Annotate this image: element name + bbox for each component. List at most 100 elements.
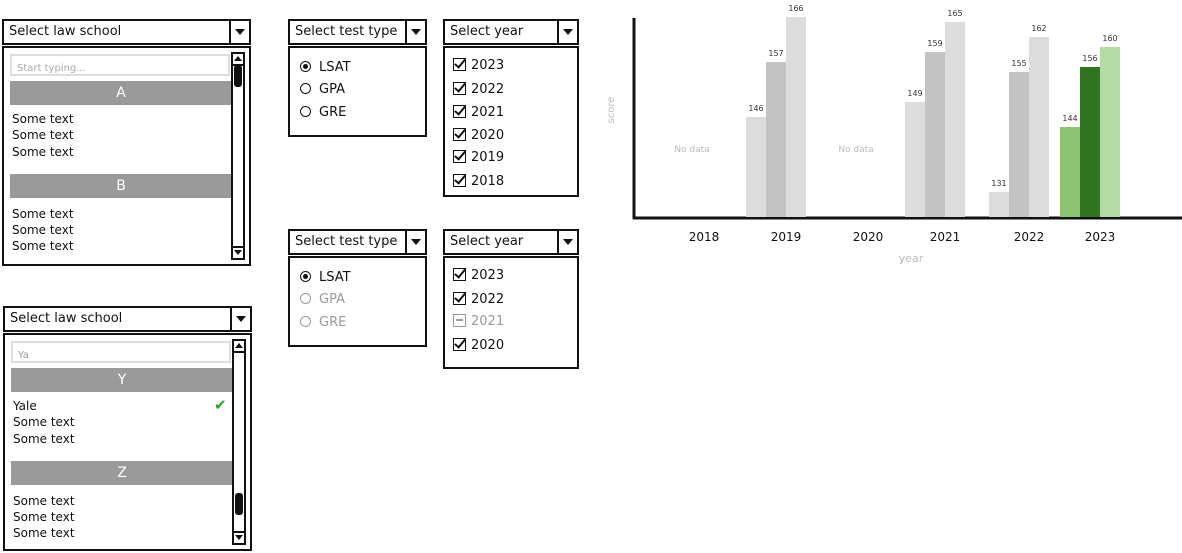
checkbox-label: 2023 <box>471 268 505 283</box>
test-type-dropdown-top[interactable]: Select test type <box>288 19 427 45</box>
test-type-dropdown-label: Select test type <box>295 234 398 249</box>
chevron-down-icon[interactable] <box>405 231 425 253</box>
test-type-dropdown-bottom[interactable]: Select test type <box>288 229 427 255</box>
checkbox-2022[interactable]: 2022 <box>453 82 504 97</box>
list-item-yale[interactable]: Yale <box>13 399 37 413</box>
radio-lsat[interactable]: LSAT <box>300 270 351 285</box>
radio-selected-icon[interactable] <box>300 61 311 72</box>
bar-value-label: 155 <box>1011 59 1026 68</box>
chart-bar <box>945 22 965 217</box>
group-header-a: A <box>10 81 232 105</box>
radio-gre-disabled: GRE <box>300 315 346 330</box>
chevron-down-icon[interactable] <box>557 231 577 253</box>
checkbox-2019[interactable]: 2019 <box>453 150 504 165</box>
law-school-dropdown-top[interactable]: Select law school <box>2 19 251 45</box>
scroll-down-arrow-icon[interactable] <box>233 246 243 258</box>
checkbox-label: 2020 <box>471 338 505 353</box>
checkbox-label: 2023 <box>471 58 505 73</box>
radio-icon[interactable] <box>300 83 311 94</box>
chevron-down-icon[interactable] <box>405 21 425 43</box>
scroll-thumb[interactable] <box>234 65 242 87</box>
checkbox-checked-icon[interactable] <box>453 58 466 71</box>
checkbox-checked-icon[interactable] <box>453 292 466 305</box>
test-type-dropdown-label: Select test type <box>295 24 398 39</box>
list-item[interactable]: Some text <box>12 112 74 126</box>
school-search-input[interactable] <box>12 59 228 78</box>
checkbox-checked-icon[interactable] <box>453 82 466 95</box>
radio-gpa[interactable]: GPA <box>300 82 345 97</box>
chevron-down-icon[interactable] <box>230 308 250 330</box>
list-item[interactable]: Some text <box>13 526 75 540</box>
year-dropdown-bottom[interactable]: Select year <box>443 229 579 255</box>
checkbox-2023[interactable]: 2023 <box>453 268 504 283</box>
checkbox-2022[interactable]: 2022 <box>453 292 504 307</box>
x-tick-label: 2020 <box>853 230 884 244</box>
radio-label: GRE <box>319 105 347 120</box>
checkbox-checked-icon[interactable] <box>453 105 466 118</box>
year-dropdown-top[interactable]: Select year <box>443 19 579 45</box>
school-search-field[interactable] <box>11 341 231 365</box>
checkbox-checked-icon[interactable] <box>453 128 466 141</box>
radio-gre[interactable]: GRE <box>300 105 346 120</box>
radio-lsat[interactable]: LSAT <box>300 60 351 75</box>
selected-check-icon: ✔ <box>214 396 227 414</box>
law-school-list-top: A Some text Some text Some text B Some t… <box>2 46 251 266</box>
list-item[interactable]: Some text <box>12 128 74 142</box>
radio-label: LSAT <box>319 60 351 75</box>
list-item[interactable]: Some text <box>12 145 74 159</box>
x-tick-label: 2021 <box>930 230 961 244</box>
chevron-down-icon[interactable] <box>557 21 577 43</box>
scroll-down-arrow-icon[interactable] <box>234 531 244 543</box>
y-axis-label: score <box>606 97 617 124</box>
checkbox-2023[interactable]: 2023 <box>453 58 504 73</box>
checkbox-checked-icon[interactable] <box>453 174 466 187</box>
chart-bar <box>925 52 945 217</box>
chart-bar <box>746 117 766 217</box>
chart-bar <box>989 192 1009 217</box>
list-item[interactable]: Some text <box>13 494 75 508</box>
list-item[interactable]: Some text <box>12 223 74 237</box>
group-header-z: Z <box>11 461 233 485</box>
list-item[interactable]: Some text <box>12 207 74 221</box>
year-options-top: 2023 2022 2021 2020 2019 2018 <box>443 46 579 197</box>
checkbox-2018[interactable]: 2018 <box>453 174 504 189</box>
list-item[interactable]: Some text <box>12 239 74 253</box>
checkbox-2021-disabled: 2021 <box>453 314 504 329</box>
checkbox-label: 2018 <box>471 174 505 189</box>
radio-icon[interactable] <box>300 106 311 117</box>
radio-selected-icon[interactable] <box>300 271 311 282</box>
chevron-down-icon[interactable] <box>229 21 249 43</box>
year-dropdown-label: Select year <box>450 24 524 39</box>
school-search-field[interactable] <box>10 54 230 78</box>
no-data-label: No data <box>838 145 873 155</box>
list-item[interactable]: Some text <box>13 510 75 524</box>
checkbox-2020[interactable]: 2020 <box>453 128 504 143</box>
radio-label: GPA <box>319 292 345 307</box>
chart-bar <box>766 62 786 217</box>
chart-bar <box>1029 37 1049 217</box>
scroll-thumb[interactable] <box>235 493 243 515</box>
checkbox-label: 2022 <box>471 82 505 97</box>
checkbox-label: 2021 <box>471 105 505 120</box>
checkbox-checked-icon[interactable] <box>453 338 466 351</box>
scroll-up-arrow-icon[interactable] <box>234 341 244 353</box>
checkbox-checked-icon[interactable] <box>453 268 466 281</box>
scrollbar[interactable] <box>232 339 246 545</box>
bar-value-label: 166 <box>788 4 803 13</box>
checkbox-2021[interactable]: 2021 <box>453 105 504 120</box>
chart-bar <box>1100 47 1120 217</box>
list-item[interactable]: Some text <box>13 415 75 429</box>
list-item[interactable]: Some text <box>13 432 75 446</box>
bar-value-label: 156 <box>1082 54 1097 63</box>
checkbox-checked-icon[interactable] <box>453 150 466 163</box>
year-options-bottom: 2023 2022 2021 2020 <box>443 256 579 369</box>
law-school-dropdown-bottom[interactable]: Select law school <box>3 306 252 332</box>
checkbox-indeterminate-icon <box>453 314 466 327</box>
year-dropdown-label: Select year <box>450 234 524 249</box>
chart-bar <box>786 17 806 217</box>
law-school-list-bottom: Y Yale ✔ Some text Some text Z Some text… <box>3 333 252 551</box>
school-search-input[interactable] <box>13 346 229 365</box>
scrollbar[interactable] <box>231 52 245 260</box>
checkbox-2020[interactable]: 2020 <box>453 338 504 353</box>
chart-bar <box>1080 67 1100 217</box>
